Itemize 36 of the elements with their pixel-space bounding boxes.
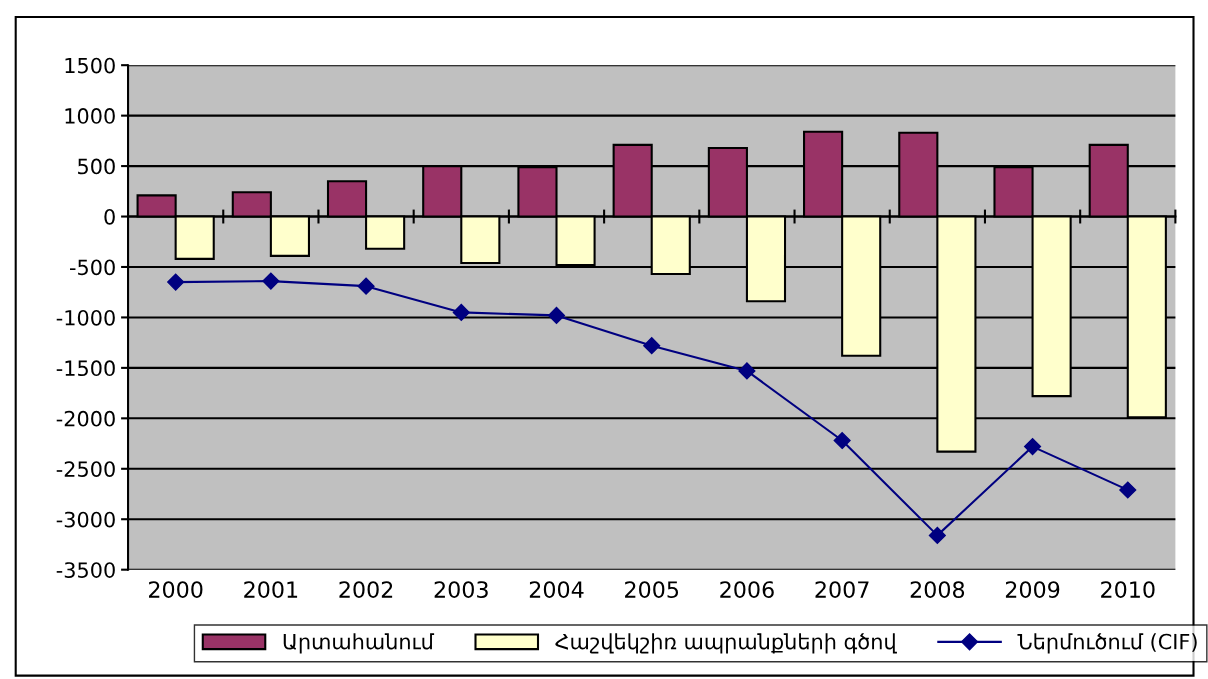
point <box>452 303 470 321</box>
point <box>357 277 375 295</box>
y-tick-label: -500 <box>69 259 115 276</box>
x-tick-label: 2000 <box>149 581 203 598</box>
x-tick-label: 2002 <box>339 581 393 598</box>
x-tick-label: 2004 <box>529 581 584 598</box>
x-tick-label: 2008 <box>910 581 965 598</box>
point <box>643 337 661 355</box>
y-tick-label: 0 <box>104 208 115 225</box>
point <box>928 526 946 544</box>
x-tick-label: 2007 <box>815 581 869 598</box>
y-tick-label: 1000 <box>65 108 115 124</box>
point <box>1024 438 1042 456</box>
y-tick-label: -3500 <box>56 562 115 578</box>
x-tick-label: 2010 <box>1101 581 1155 598</box>
x-tick-label: 2005 <box>625 581 679 598</box>
x-tick-label: 2006 <box>720 581 774 598</box>
point <box>738 362 756 380</box>
point <box>167 273 185 291</box>
point <box>833 431 851 450</box>
y-tick-label: 1500 <box>65 57 115 74</box>
y-tick-label: -2000 <box>56 410 115 427</box>
y-tick-label: -2500 <box>56 461 115 477</box>
y-tick-label: 500 <box>78 158 115 175</box>
point <box>1119 481 1137 499</box>
legend-label: Արտահանում <box>283 633 435 654</box>
x-tick-label: 2009 <box>1005 581 1060 598</box>
point <box>547 306 566 324</box>
legend-label: Հաշվեկշիռ ապրանքների գծով <box>555 633 897 654</box>
legend-label: Ներմուծում (CIF) <box>1017 633 1197 654</box>
x-tick-label: 2003 <box>434 581 488 598</box>
point <box>262 272 280 290</box>
x-tick-label: 2001 <box>244 581 298 598</box>
y-tick-label: -1000 <box>56 309 115 326</box>
y-tick-label: -1500 <box>56 360 115 377</box>
y-tick-label: -3000 <box>56 511 115 528</box>
